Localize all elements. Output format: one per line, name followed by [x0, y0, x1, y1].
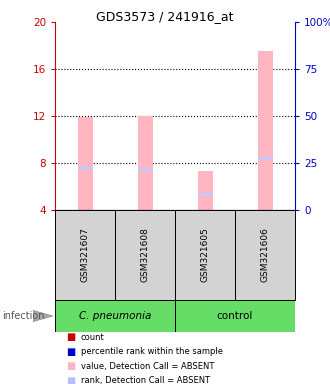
Bar [175, 210, 235, 300]
Bar [138, 116, 152, 210]
Text: ■: ■ [66, 376, 75, 384]
Text: value, Detection Call = ABSENT: value, Detection Call = ABSENT [81, 362, 214, 371]
Bar [197, 170, 213, 210]
Bar [78, 167, 92, 170]
Text: GSM321605: GSM321605 [201, 228, 210, 283]
Text: rank, Detection Call = ABSENT: rank, Detection Call = ABSENT [81, 376, 210, 384]
Bar [55, 300, 175, 332]
Text: ■: ■ [66, 361, 75, 371]
Bar [175, 300, 295, 332]
Text: infection: infection [2, 311, 44, 321]
Bar [235, 210, 295, 300]
Text: percentile rank within the sample: percentile rank within the sample [81, 347, 223, 356]
Text: GSM321608: GSM321608 [141, 228, 149, 283]
Bar [257, 51, 273, 210]
Bar [115, 210, 175, 300]
Bar [78, 117, 92, 210]
Text: count: count [81, 333, 105, 341]
Text: GSM321606: GSM321606 [260, 228, 270, 283]
Text: GSM321607: GSM321607 [81, 228, 89, 283]
Polygon shape [33, 311, 53, 321]
Text: GDS3573 / 241916_at: GDS3573 / 241916_at [96, 10, 234, 23]
Text: control: control [217, 311, 253, 321]
Bar [55, 210, 115, 300]
Text: C. pneumonia: C. pneumonia [79, 311, 151, 321]
Bar [138, 168, 152, 171]
Text: ■: ■ [66, 332, 75, 342]
Text: ■: ■ [66, 347, 75, 357]
Bar [257, 157, 273, 160]
Bar [197, 194, 213, 197]
